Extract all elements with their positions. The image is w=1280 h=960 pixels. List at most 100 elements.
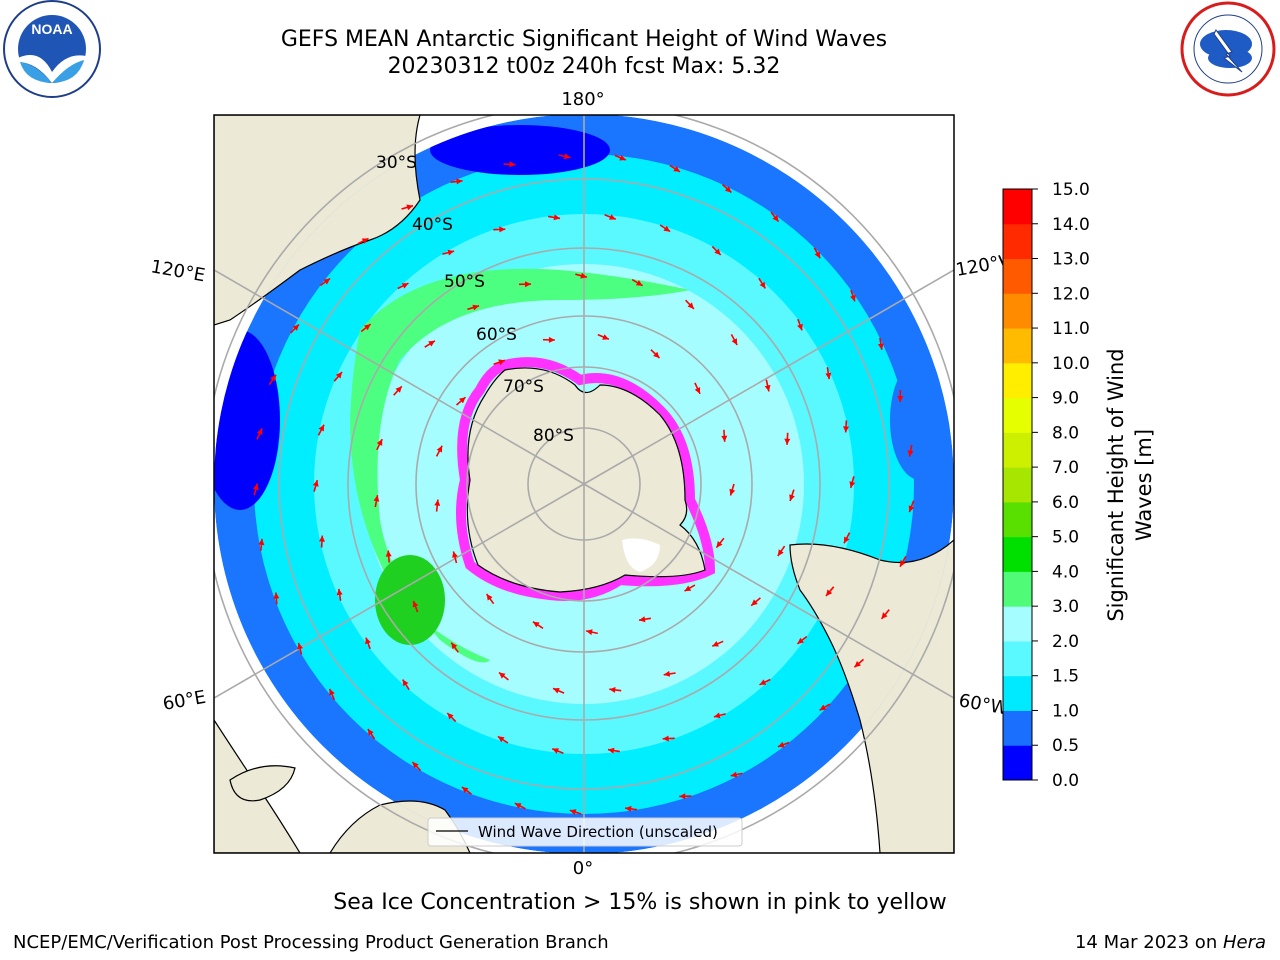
lon-label-60w: 60°W bbox=[957, 690, 1010, 719]
graticule bbox=[214, 115, 954, 853]
wind-arrow-head bbox=[499, 672, 506, 679]
map-title: GEFS MEAN Antarctic Significant Height o… bbox=[280, 27, 888, 52]
wind-arrow-head bbox=[609, 214, 616, 220]
wind-arrow-head bbox=[777, 741, 785, 748]
wind-arrow-head bbox=[486, 594, 493, 601]
wind-arrow-head bbox=[456, 178, 463, 185]
colorbar-swatch bbox=[1003, 293, 1032, 329]
colorbar-tick-label: 3.0 bbox=[1052, 597, 1079, 617]
wind-arrow-head bbox=[406, 204, 413, 211]
wind-arrow-head bbox=[608, 747, 615, 754]
wind-arrow-head bbox=[635, 280, 643, 286]
wind-arrow-head bbox=[318, 424, 324, 432]
map-legend bbox=[427, 817, 743, 847]
wind-arrow-head bbox=[525, 281, 531, 288]
wind-arrow-head bbox=[825, 372, 832, 380]
colorbar-tick-label: 10.0 bbox=[1052, 354, 1090, 374]
wind-arrow-head bbox=[258, 538, 265, 546]
date-text: 14 Mar 2023 on Hera bbox=[1075, 932, 1266, 953]
colorbar: 0.0 0.5 1.0 1.5 2.0 3.0 4.0 5.0 6.0 7.0 8.0 9.0 10.0… bbox=[1002, 180, 1090, 791]
colorbar-label-line1: Significant Height of Wind bbox=[1104, 348, 1128, 621]
lat-label-50: 50°S bbox=[444, 272, 485, 292]
wind-wave-arrows bbox=[252, 153, 915, 815]
wind-arrow-head bbox=[365, 637, 371, 645]
colorbar-tick-label: 12.0 bbox=[1052, 284, 1090, 304]
colorbar-swatch bbox=[1003, 223, 1032, 260]
wind-arrow-head bbox=[900, 560, 906, 567]
colorbar-swatch bbox=[1003, 189, 1032, 225]
wind-arrow-head bbox=[716, 541, 723, 548]
lon-label-120e: 120°E bbox=[149, 256, 207, 286]
wind-arrow-head bbox=[319, 535, 325, 542]
sea-ice-note: Sea Ice Concentration > 15% is shown in … bbox=[333, 890, 947, 915]
wind-arrow-head bbox=[673, 166, 680, 172]
colorbar-tick-label: 5.0 bbox=[1052, 528, 1079, 548]
wind-arrow-head bbox=[548, 336, 555, 343]
wind-arrow-head bbox=[819, 704, 827, 711]
wind-arrow-head bbox=[580, 272, 587, 279]
wind-arrow-head bbox=[361, 238, 369, 244]
colorbar-swatch bbox=[1003, 501, 1032, 538]
wind-arrow-head bbox=[729, 488, 736, 496]
wind-arrow-head bbox=[602, 334, 609, 340]
colorbar-tick-label: 9.0 bbox=[1052, 389, 1079, 409]
wind-arrow-head bbox=[329, 688, 335, 696]
lat-label-40: 40°S bbox=[412, 215, 453, 235]
wind-arrow-head bbox=[564, 153, 571, 160]
wind-arrow-head bbox=[434, 499, 441, 506]
wind-arrow-head bbox=[256, 428, 263, 436]
noaa-logo: NOAA bbox=[3, 0, 101, 98]
colorbar-border bbox=[1002, 188, 1033, 781]
map-subtitle: 20230312 t00z 240h fcst Max: 5.32 bbox=[387, 54, 781, 79]
lon-label-180: 180° bbox=[561, 89, 604, 110]
wind-arrow-head bbox=[850, 294, 856, 302]
wind-arrow-head bbox=[687, 302, 694, 309]
wind-arrow-head bbox=[509, 161, 516, 168]
wind-arrow-head bbox=[252, 483, 259, 491]
colorbar-swatch bbox=[1003, 606, 1032, 642]
colorbar-tick-label: 7.0 bbox=[1052, 458, 1079, 478]
wind-arrow-head bbox=[797, 637, 804, 644]
wind-arrow-head bbox=[461, 787, 469, 793]
wind-arrow-head bbox=[772, 215, 779, 222]
wind-arrow-head bbox=[552, 748, 559, 754]
wind-arrow-head bbox=[777, 549, 784, 556]
wind-arrow-head bbox=[877, 343, 884, 350]
wind-arrow-head bbox=[297, 643, 303, 650]
wind-arrow-head bbox=[764, 384, 771, 392]
wind-arrow-head bbox=[553, 214, 560, 221]
wind-arrow-head bbox=[684, 585, 692, 592]
wind-arrow-head bbox=[402, 679, 409, 687]
wind-arrow-head bbox=[663, 670, 671, 677]
wind-arrow-head bbox=[569, 809, 577, 815]
wind-arrow-head bbox=[814, 251, 821, 259]
wind-arrow-head bbox=[412, 600, 419, 608]
wind-arrow-head bbox=[273, 592, 280, 599]
lat-label-70: 70°S bbox=[503, 377, 544, 397]
wind-arrow-head bbox=[663, 225, 671, 232]
wind-arrow-head bbox=[451, 642, 458, 650]
wind-arrow-head bbox=[789, 494, 795, 501]
noaa-logo-text: NOAA bbox=[31, 21, 72, 37]
wind-arrow-head bbox=[759, 679, 767, 685]
wind-arrow-head bbox=[619, 155, 626, 161]
colorbar-tick-label: 13.0 bbox=[1052, 250, 1090, 270]
lon-label-60e: 60°E bbox=[161, 687, 207, 715]
wind-arrow-head bbox=[292, 324, 299, 331]
wind-arrow-head bbox=[498, 359, 505, 366]
colorbar-tick-label: 11.0 bbox=[1052, 319, 1090, 339]
wind-arrow-head bbox=[639, 616, 646, 623]
colorbar-tick-label: 1.0 bbox=[1052, 701, 1079, 721]
lat-label-60: 60°S bbox=[476, 325, 517, 345]
lat-label-80: 80°S bbox=[533, 426, 574, 446]
wind-arrow-head bbox=[907, 450, 914, 457]
nws-logo bbox=[1180, 1, 1276, 97]
colorbar-label-line2: Waves [m] bbox=[1132, 429, 1156, 541]
wind-arrow-head bbox=[312, 480, 319, 487]
colorbar-swatch bbox=[1003, 571, 1032, 607]
colorbar-swatch bbox=[1003, 640, 1032, 677]
wind-arrow-head bbox=[854, 661, 861, 668]
colorbar-tick-label: 6.0 bbox=[1052, 493, 1079, 513]
wind-arrow-head bbox=[323, 278, 331, 285]
antarctica-land bbox=[466, 367, 706, 593]
